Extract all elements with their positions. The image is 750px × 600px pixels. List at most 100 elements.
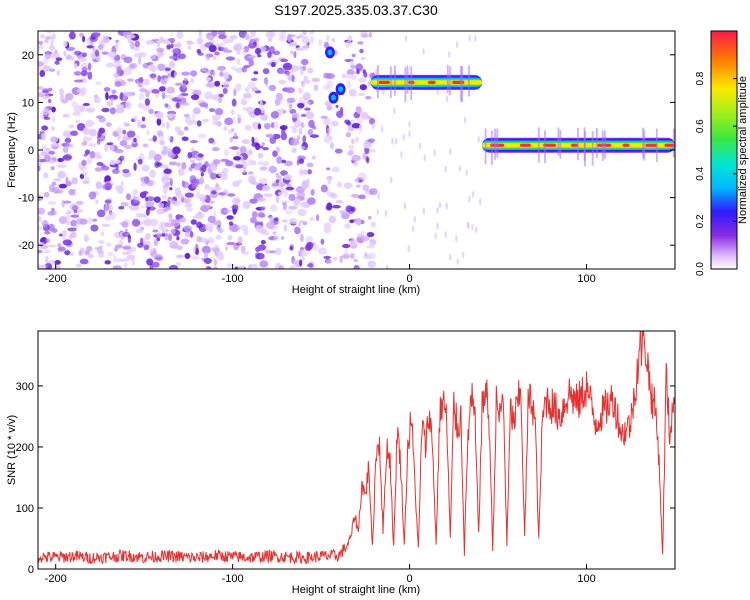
spectrogram-noise-blob — [43, 172, 49, 179]
spectrogram-noise-blob — [317, 247, 328, 255]
spectrogram-noise-blob — [144, 98, 151, 106]
spectrogram-noise-blob — [323, 117, 331, 126]
spectrogram-noise-blob — [104, 175, 111, 183]
spectrogram-noise-blob — [201, 66, 206, 72]
spectrogram-noise-blob — [139, 191, 147, 199]
spectrogram-noise-blob — [189, 140, 199, 144]
spectrogram-band-whisker — [394, 65, 396, 96]
spectrogram-noise-blob — [361, 33, 370, 38]
spectrogram-noise-blob — [330, 120, 339, 127]
spectrogram-streak — [468, 195, 471, 203]
spectrogram-noise-blob — [88, 191, 97, 200]
spectrogram-noise-blob — [191, 182, 198, 189]
spectrogram-noise-blob — [323, 226, 332, 234]
spectrogram-noise-blob — [233, 88, 237, 97]
spectrogram-noise-blob — [131, 257, 135, 266]
spectrogram-noise-blob — [285, 87, 295, 94]
spectrogram-noise-blob — [41, 107, 49, 115]
spectrogram-noise-blob — [346, 121, 352, 126]
spectrogram-peak — [428, 80, 436, 85]
spectrogram-noise-blob — [237, 265, 245, 269]
spectrogram-noise-blob — [149, 218, 159, 227]
spectrogram-noise-blob — [259, 46, 267, 52]
spectrogram-noise-blob — [58, 183, 68, 189]
spectrogram-noise-blob — [286, 34, 292, 43]
spectrogram-noise-blob — [278, 35, 287, 42]
spectrogram-noise-blob — [297, 155, 306, 161]
spectrogram-noise-blob — [116, 66, 122, 74]
spectrogram-noise-blob — [351, 154, 361, 162]
spectrogram-noise-blob — [167, 38, 176, 42]
spectrogram-noise-blob — [201, 164, 207, 173]
spectrogram-noise-blob — [94, 49, 100, 57]
spectrogram-peak — [622, 143, 630, 147]
spectrogram-noise-blob — [235, 42, 243, 49]
spectrogram-band-whisker — [595, 127, 598, 159]
spectrogram-noise-blob — [200, 171, 204, 177]
snr-xlabel: Height of straight line (km) — [292, 584, 420, 596]
spectrogram-noise-blob — [191, 147, 195, 152]
spectrogram-noise-blob — [58, 88, 64, 96]
spectrogram-noise-blob — [365, 96, 372, 100]
spectrogram-noise-blob — [83, 234, 90, 242]
spectrogram-noise-blob — [47, 201, 57, 205]
spectrogram-noise-blob — [326, 167, 331, 171]
spectrogram-noise-blob — [75, 263, 82, 268]
colorbar-tick-label: 0.6 — [695, 119, 706, 133]
spectrogram-noise-blob — [105, 122, 112, 127]
spectrogram-noise-blob — [162, 186, 168, 195]
spectrogram-noise-blob — [249, 217, 257, 224]
spectrogram-noise-blob — [164, 222, 173, 228]
spectrogram-noise-blob — [257, 152, 264, 159]
spectrogram-noise-blob — [233, 156, 242, 161]
spectrogram-noise-blob — [197, 133, 207, 139]
spectrogram-noise-blob — [290, 50, 294, 55]
spectrogram-xlabel: Height of straight line (km) — [292, 284, 420, 296]
colorbar-tick-label: 0.0 — [695, 262, 706, 276]
spectrogram-noise-blob — [368, 32, 373, 38]
spectrogram-noise-blob — [260, 205, 266, 211]
spectrogram-streak — [445, 95, 449, 103]
spectrogram-noise-blob — [133, 47, 140, 52]
spectrogram-noise-blob — [366, 231, 375, 238]
spectrogram-noise-blob — [181, 82, 187, 89]
spectrogram-noise-blob — [87, 143, 97, 147]
spectrogram-noise-blob — [68, 124, 75, 128]
spectrogram-noise-blob — [269, 136, 277, 145]
spectrogram-noise-blob — [300, 122, 305, 129]
spectrogram-noise-blob — [49, 68, 56, 72]
spectrogram-noise-blob — [131, 218, 141, 227]
spectrogram-noise-blob — [48, 184, 55, 193]
spectrogram-noise-blob — [120, 201, 129, 207]
spectrogram-noise-blob — [356, 107, 363, 114]
spectrogram-noise-blob — [63, 200, 72, 204]
spectrogram-streak — [413, 215, 417, 223]
spectrogram-noise-blob — [240, 245, 246, 254]
spectrogram-noise-blob — [201, 245, 211, 254]
spectrogram-noise-blob — [68, 188, 75, 196]
spectrogram-noise-blob — [255, 252, 265, 260]
spectrogram-streak — [456, 258, 459, 266]
spectrogram-noise-blob — [122, 231, 131, 238]
spectrogram-noise-blob — [302, 92, 312, 101]
spectrogram-noise-blob — [228, 221, 234, 226]
spectrogram-noise-blob — [132, 196, 140, 203]
spectrogram-noise-blob — [275, 195, 280, 204]
snr-frame — [37, 330, 676, 570]
spectrogram-noise-blob — [38, 216, 43, 222]
spectrogram-streak — [380, 125, 384, 133]
spectrogram-noise-blob — [148, 108, 154, 114]
spectrogram-noise-blob — [267, 38, 273, 42]
spectrogram-noise-blob — [345, 40, 352, 48]
spectrogram-noise-blob — [313, 243, 319, 252]
spectrogram-noise-blob — [233, 132, 238, 140]
spectrogram-noise-blob — [348, 88, 357, 97]
spectrogram-streak — [404, 35, 408, 43]
spectrogram-noise-blob — [201, 118, 209, 123]
spectrogram-noise-blob — [335, 199, 343, 204]
spectrogram-noise-blob — [64, 137, 72, 144]
spectrogram-noise-blob — [142, 237, 147, 245]
spectrogram-noise-blob — [310, 189, 315, 196]
spectrogram-streak — [465, 169, 468, 177]
spectrogram-noise-blob — [220, 172, 228, 181]
